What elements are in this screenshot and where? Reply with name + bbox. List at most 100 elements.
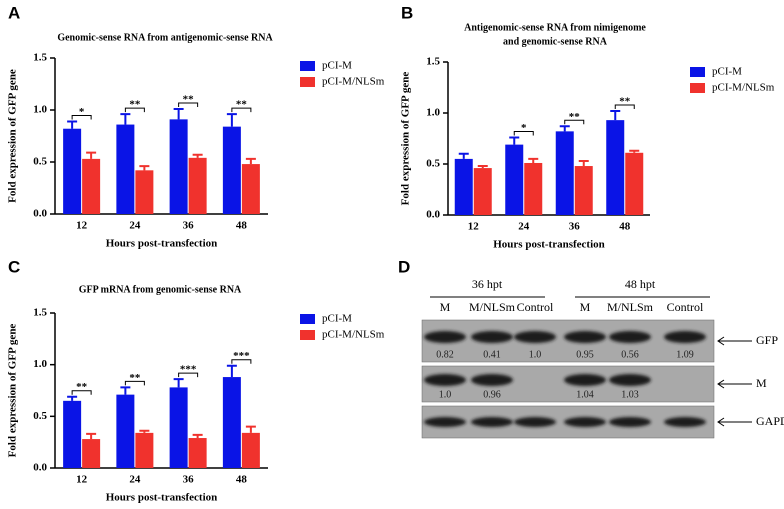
error-bar: [86, 151, 97, 159]
band-quantity: 1.0: [439, 389, 452, 400]
bar: [625, 152, 644, 215]
y-tick-label: 1.0: [33, 104, 47, 116]
significance-label: **: [76, 381, 88, 393]
band: [664, 331, 706, 343]
bar: [169, 387, 188, 468]
panel-label: B: [401, 3, 413, 22]
bar: [241, 164, 260, 214]
x-tick-label: 24: [518, 221, 530, 233]
y-tick-label: 0.0: [426, 209, 440, 221]
error-bar: [458, 152, 469, 159]
error-bar: [192, 433, 203, 439]
band: [424, 374, 466, 386]
x-axis-label: Hours post-transfection: [493, 239, 605, 251]
x-tick-label: 48: [236, 474, 248, 486]
row-label: GAPDH: [756, 414, 784, 428]
bar: [473, 168, 492, 215]
x-tick-label: 48: [619, 221, 631, 233]
x-tick-label: 36: [569, 221, 581, 233]
significance-bracket: [513, 130, 534, 136]
significance-label: **: [619, 95, 631, 107]
band-quantity: 1.04: [576, 389, 594, 400]
legend-label: pCI-M: [712, 66, 742, 78]
lane-label: Control: [517, 300, 554, 314]
band-quantity: 1.03: [621, 389, 639, 400]
bar: [222, 377, 241, 468]
error-bar: [120, 113, 131, 125]
legend-label: pCI-M: [322, 60, 352, 72]
x-tick-label: 24: [129, 220, 141, 232]
band: [609, 331, 651, 343]
error-bar: [173, 378, 184, 388]
arrow: [717, 379, 752, 389]
y-tick-label: 1.0: [33, 358, 47, 370]
band: [424, 331, 466, 343]
significance-label: *: [79, 106, 85, 118]
significance-bracket: [178, 102, 199, 107]
error-bar: [245, 425, 256, 433]
error-bar: [86, 432, 97, 440]
bar: [135, 432, 154, 468]
y-axis-label: Fold expression of GFP gene: [7, 69, 19, 203]
x-tick-label: 48: [236, 220, 248, 232]
chart-title: and genomic-sense RNA: [503, 36, 608, 47]
bar: [63, 128, 82, 214]
y-tick-label: 1.5: [33, 52, 47, 64]
error-bar: [559, 125, 570, 132]
chart-title: Genomic-sense RNA from antigenomic-sense…: [57, 32, 273, 43]
error-bar: [226, 364, 237, 378]
bar: [116, 394, 135, 468]
row-label: GFP: [756, 333, 778, 347]
bar: [82, 439, 101, 468]
group-label: 48 hpt: [625, 277, 656, 291]
legend-label: pCI-M/NLSm: [322, 329, 385, 341]
significance-label: **: [569, 111, 581, 123]
y-tick-label: 0.5: [426, 158, 440, 170]
bar: [574, 166, 593, 215]
x-axis-label: Hours post-transfection: [106, 492, 218, 504]
bar: [241, 432, 260, 468]
band: [564, 417, 606, 427]
legend-swatch: [300, 61, 315, 71]
arrow: [717, 336, 752, 346]
bar: [505, 144, 524, 215]
significance-label: ***: [233, 350, 250, 362]
band-quantity: 0.56: [621, 349, 639, 360]
significance-bracket: [564, 119, 585, 125]
bar: [606, 120, 625, 215]
significance-bracket: [231, 107, 252, 113]
error-bar: [139, 429, 150, 433]
bar: [454, 158, 473, 215]
band: [564, 374, 606, 386]
bar: [135, 170, 154, 214]
error-bar: [477, 165, 488, 169]
legend-swatch: [300, 314, 315, 324]
y-axis-label: Fold expression of GFP gene: [7, 324, 19, 458]
significance-bracket: [178, 372, 199, 378]
band-quantity: 1.09: [676, 349, 694, 360]
y-tick-label: 1.5: [426, 56, 440, 68]
band-quantity: 0.41: [483, 349, 501, 360]
y-axis-label: Fold expression of GFP gene: [400, 72, 412, 206]
x-tick-label: 12: [468, 221, 480, 233]
band: [424, 417, 466, 427]
legend-label: pCI-M/NLSm: [712, 82, 775, 94]
bar: [116, 124, 135, 214]
x-axis-label: Hours post-transfection: [106, 238, 218, 250]
band: [471, 417, 513, 427]
x-tick-label: 36: [183, 474, 195, 486]
legend-swatch: [690, 67, 705, 77]
error-bar: [173, 107, 184, 120]
error-bar: [226, 113, 237, 127]
band-quantity: 0.82: [436, 349, 454, 360]
blot-strip: [421, 365, 715, 403]
error-bar: [245, 157, 256, 165]
panel-label: A: [8, 3, 20, 22]
y-tick-label: 0.5: [33, 156, 47, 168]
y-tick-label: 0.0: [33, 208, 47, 220]
band-quantity: 1.0: [529, 349, 542, 360]
arrow: [717, 417, 752, 427]
significance-label: **: [183, 93, 195, 105]
significance-bracket: [71, 390, 92, 395]
